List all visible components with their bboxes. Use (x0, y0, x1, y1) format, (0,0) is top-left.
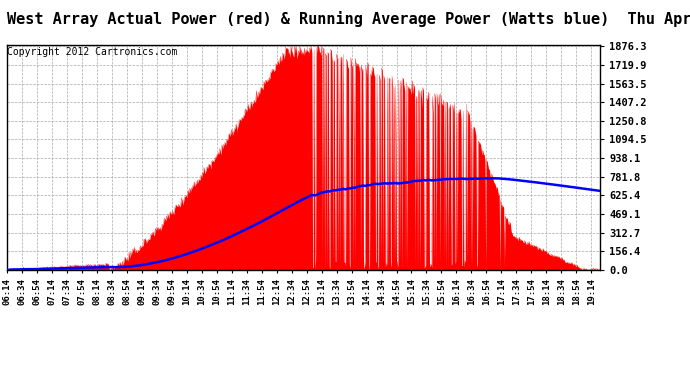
Text: Copyright 2012 Cartronics.com: Copyright 2012 Cartronics.com (8, 47, 178, 57)
Text: West Array Actual Power (red) & Running Average Power (Watts blue)  Thu Apr 12 1: West Array Actual Power (red) & Running … (7, 11, 690, 27)
